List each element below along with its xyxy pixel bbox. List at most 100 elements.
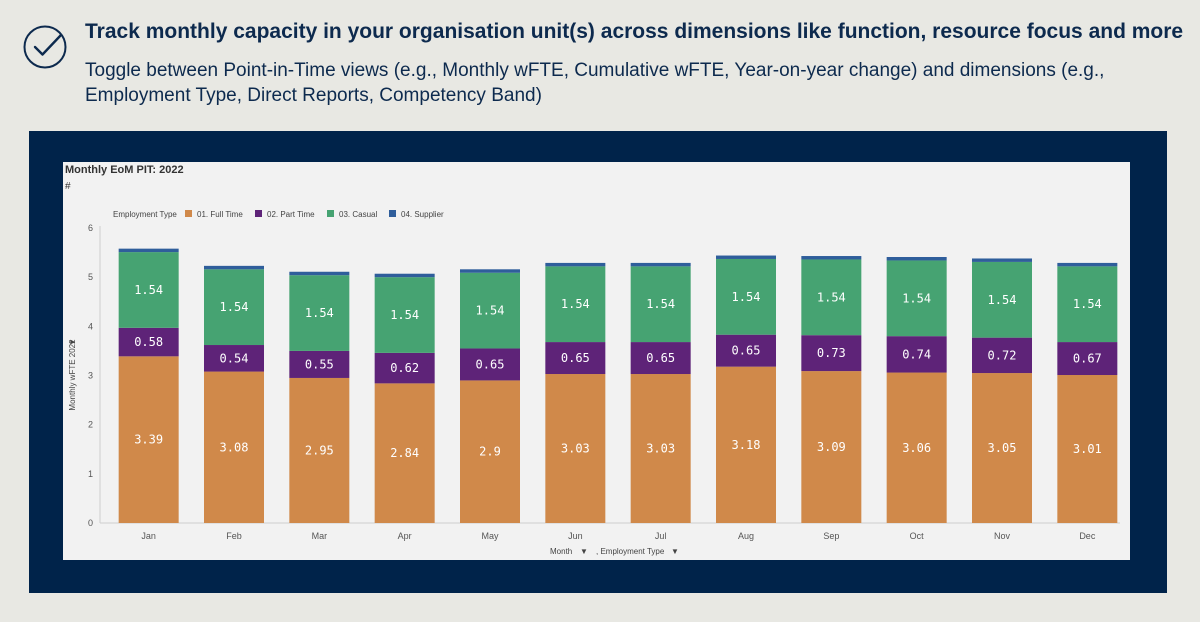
bar-segment[interactable] (801, 371, 862, 523)
data-label: 0.58 (134, 335, 163, 349)
bar-segment[interactable] (716, 334, 776, 367)
bar-segment[interactable] (886, 257, 947, 261)
bar-segment[interactable] (886, 372, 947, 523)
y-tick-label: 4 (88, 321, 93, 331)
data-label: 0.65 (561, 351, 590, 365)
bar-segment[interactable] (630, 266, 691, 343)
data-label: 0.65 (646, 351, 675, 365)
bar-segment[interactable] (801, 335, 862, 372)
bar-segment[interactable] (972, 258, 1032, 262)
bar-segment[interactable] (460, 272, 520, 349)
chart-title: Monthly EoM PIT: 2022 (65, 164, 184, 176)
bar-segment[interactable] (886, 260, 947, 337)
chart-panel: Monthly EoM PIT: 2022 # Employment Type 0… (63, 162, 1130, 560)
page-heading: Track monthly capacity in your organisat… (85, 20, 1184, 43)
bar-segment[interactable] (374, 352, 435, 384)
data-label: 1.54 (561, 297, 590, 311)
x-tick-label: Oct (910, 531, 925, 541)
data-label: 3.08 (220, 440, 249, 454)
data-label: 1.54 (902, 291, 931, 305)
bar-segment[interactable] (118, 356, 179, 523)
y-tick-label: 0 (88, 518, 93, 528)
data-label: 3.06 (902, 441, 931, 455)
y-tick-label: 1 (88, 469, 93, 479)
bar-segment[interactable] (1057, 262, 1118, 267)
data-label: 2.9 (479, 445, 501, 459)
bar-segment[interactable] (118, 327, 179, 357)
bar-segment[interactable] (630, 342, 691, 375)
bar-segment[interactable] (630, 374, 691, 523)
x-tick-label: Jun (568, 531, 583, 541)
check-circle-icon (23, 25, 67, 69)
unit-symbol: # (65, 181, 71, 192)
bar-segment[interactable] (374, 383, 435, 523)
data-label: 0.55 (305, 357, 334, 371)
legend-item: 01. Full Time (197, 210, 243, 219)
secondary-dropdown-icon[interactable]: ▼ (671, 547, 679, 556)
bar-segment[interactable] (289, 275, 350, 351)
bar-segment[interactable] (1057, 375, 1118, 523)
bar-segment[interactable] (801, 256, 862, 260)
y-axis-label: Monthly wFTE 2022 (68, 339, 77, 411)
y-tick-label: 5 (88, 272, 93, 282)
x-tick-label: Apr (398, 531, 412, 541)
stacked-bar-chart: Employment Type 01. Full Time 02. Part Tim… (68, 210, 1120, 556)
x-tick-label: Jan (141, 531, 156, 541)
x-tick-label: Sep (823, 531, 839, 541)
bar-segment[interactable] (1057, 342, 1118, 376)
x-axis-dropdown-icon[interactable]: ▼ (580, 547, 588, 556)
data-label: 1.54 (390, 308, 419, 322)
data-label: 1.54 (134, 283, 163, 297)
bar-segment[interactable] (374, 277, 435, 353)
x-tick-label: Jul (655, 531, 667, 541)
data-label: 0.72 (988, 348, 1017, 362)
bar-segment[interactable] (545, 342, 606, 375)
bar-segment[interactable] (460, 380, 520, 523)
bar-segment[interactable] (972, 261, 1032, 338)
x-tick-label: Feb (226, 531, 242, 541)
data-label: 1.54 (732, 290, 761, 304)
bar-segment[interactable] (289, 350, 350, 378)
bar-segment[interactable] (460, 269, 520, 273)
bar-segment[interactable] (545, 374, 606, 523)
bar-segment[interactable] (972, 337, 1032, 374)
data-label: 2.84 (390, 446, 419, 460)
legend-item: 03. Casual (339, 210, 377, 219)
x-tick-label: Nov (994, 531, 1011, 541)
y-tick-label: 2 (88, 420, 93, 430)
bar-segment[interactable] (118, 252, 179, 328)
x-axis-secondary-label: , Employment Type (596, 547, 665, 556)
data-label: 1.54 (476, 304, 505, 318)
bar-segment[interactable] (886, 336, 947, 373)
bar-segment[interactable] (801, 259, 862, 336)
data-label: 1.54 (646, 297, 675, 311)
bar-segment[interactable] (630, 262, 691, 267)
data-label: 3.09 (817, 440, 846, 454)
data-label: 3.01 (1073, 442, 1102, 456)
bar-segment[interactable] (716, 255, 776, 259)
y-axis-dropdown-icon[interactable]: ▼ (68, 338, 77, 346)
bar-segment[interactable] (460, 348, 520, 381)
bar-segment[interactable] (545, 266, 606, 343)
bar-segment[interactable] (118, 248, 179, 253)
bar-segment[interactable] (716, 366, 776, 523)
bar-segment[interactable] (204, 269, 264, 346)
bar-segment[interactable] (972, 373, 1032, 523)
bar-segment[interactable] (716, 258, 776, 335)
bar-segment[interactable] (204, 345, 264, 372)
legend-swatch (255, 210, 262, 217)
bar-segment[interactable] (204, 371, 264, 523)
bar-segment[interactable] (1057, 266, 1118, 343)
data-label: 3.05 (988, 441, 1017, 455)
bar-segment[interactable] (289, 271, 350, 276)
y-tick-label: 3 (88, 371, 93, 381)
bar-segment[interactable] (545, 262, 606, 267)
x-tick-label: May (481, 531, 499, 541)
x-axis-label: Month (550, 547, 572, 556)
bar-segment[interactable] (204, 265, 264, 270)
bar-segment[interactable] (289, 377, 350, 523)
page-subtitle: Toggle between Point-in-Time views (e.g.… (85, 60, 1105, 106)
bar-segment[interactable] (374, 273, 435, 278)
legend-item: 04. Supplier (401, 210, 444, 219)
legend-swatch (389, 210, 396, 217)
